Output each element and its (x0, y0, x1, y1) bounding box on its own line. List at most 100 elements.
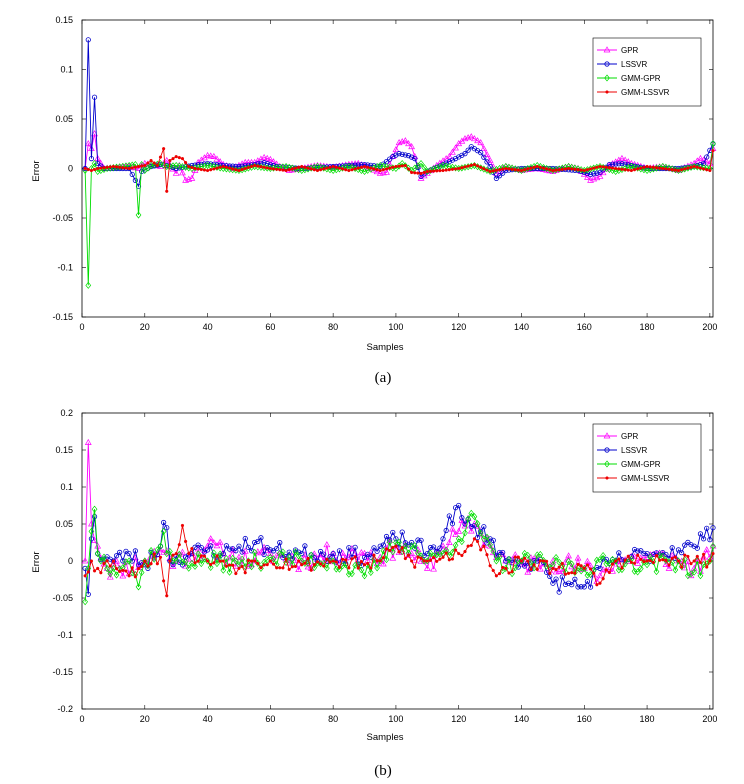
data-point-lssvr (449, 521, 456, 527)
data-point-gmm-lssvr (457, 166, 461, 171)
data-point-gmm-lssvr (205, 168, 210, 173)
y-tick-label: 0.15 (55, 445, 73, 455)
data-point-lssvr (113, 553, 120, 559)
data-point-gmm-lssvr (366, 561, 370, 565)
data-point-lssvr (440, 536, 446, 542)
x-tick-label: 0 (79, 714, 84, 724)
data-point-gpr (489, 163, 497, 170)
data-point-gpr (401, 137, 409, 144)
data-point-gmm-lssvr (271, 562, 276, 566)
data-point-gmm-gpr (540, 556, 547, 564)
data-point-gmm-lssvr (585, 563, 590, 567)
x-tick-label: 140 (514, 714, 529, 724)
data-point-gmm-gpr (600, 552, 606, 560)
data-point-gmm-lssvr (293, 564, 298, 569)
data-point-gmm-lssvr (469, 543, 473, 548)
data-point-gmm-lssvr (692, 164, 696, 169)
data-point-gmm-gpr (110, 564, 117, 572)
data-point-gmm-gpr (609, 166, 616, 175)
data-point-gmm-lssvr (121, 166, 125, 170)
data-point-gmm-gpr (641, 166, 647, 174)
y-tick-label: -0.15 (52, 312, 73, 322)
data-point-gmm-lssvr (340, 557, 345, 561)
data-point-gmm-gpr (556, 558, 563, 566)
data-point-gmm-lssvr (127, 574, 131, 578)
data-point-gpr (298, 557, 306, 564)
data-point-gmm-lssvr (617, 167, 621, 171)
x-axis-label-b: Samples (367, 732, 404, 743)
series-layer-b (81, 438, 717, 606)
data-point-gmm-lssvr (497, 572, 502, 576)
data-point-gmm-lssvr (632, 561, 637, 565)
y-axis-label-b: Error (31, 551, 42, 572)
data-point-gmm-lssvr (592, 166, 596, 170)
data-point-lssvr (528, 566, 534, 572)
data-point-gmm-gpr (292, 548, 299, 556)
data-point-gmm-gpr (402, 542, 409, 550)
data-point-gmm-gpr (465, 515, 471, 523)
data-point-gmm-lssvr (582, 566, 586, 570)
data-point-lssvr (704, 525, 710, 531)
data-point-gmm-lssvr (438, 557, 442, 561)
data-point-gmm-lssvr (114, 566, 119, 571)
data-point-gmm-lssvr (406, 167, 411, 171)
data-point-gmm-lssvr (450, 557, 455, 561)
data-point-gmm-lssvr (620, 167, 624, 171)
data-point-gmm-lssvr (428, 169, 433, 173)
data-point-gmm-lssvr (457, 551, 461, 556)
data-point-gpr (210, 539, 218, 546)
y-tick-label: -0.05 (52, 213, 73, 223)
data-point-lssvr (387, 156, 393, 162)
data-point-gmm-lssvr (705, 565, 709, 569)
data-point-gmm-lssvr (610, 562, 615, 566)
data-point-gmm-lssvr (447, 558, 451, 562)
data-point-gmm-lssvr (318, 168, 323, 172)
data-point-gmm-lssvr (607, 570, 612, 575)
data-point-lssvr (402, 152, 408, 158)
data-point-gmm-lssvr (410, 170, 414, 175)
data-point-gmm-lssvr (588, 567, 593, 571)
data-point-gpr (207, 535, 215, 542)
data-point-gmm-lssvr (118, 165, 122, 169)
data-point-gmm-lssvr (331, 164, 335, 169)
data-point-gpr (624, 158, 632, 165)
data-point-gmm-lssvr (369, 166, 373, 170)
data-point-gpr (304, 563, 312, 570)
data-point-gpr (254, 157, 262, 164)
data-point-gmm-lssvr (174, 551, 178, 556)
data-point-gpr (204, 542, 211, 549)
data-point-lssvr (515, 564, 521, 570)
data-point-gmm-lssvr (86, 570, 90, 574)
data-point-gmm-lssvr (570, 571, 574, 575)
data-point-gmm-lssvr (629, 168, 633, 173)
data-point-gmm-lssvr (105, 559, 109, 563)
data-point-gmm-gpr (575, 564, 581, 572)
data-point-gpr (697, 154, 704, 161)
data-point-gmm-lssvr (243, 166, 247, 171)
data-point-gmm-lssvr (372, 553, 376, 557)
data-point-gmm-gpr (433, 551, 440, 559)
data-point-gpr (163, 156, 171, 163)
data-point-gmm-lssvr (444, 168, 448, 172)
data-point-gmm-lssvr (124, 166, 128, 170)
data-point-gmm-lssvr (340, 167, 345, 171)
data-point-gmm-lssvr (187, 551, 191, 556)
legend-entry-lssvr: LSSVR (597, 446, 647, 455)
data-point-gmm-lssvr (240, 564, 244, 569)
y-tick-label: -0.1 (57, 263, 73, 273)
data-point-gpr (433, 548, 441, 555)
data-point-gmm-lssvr (362, 563, 367, 567)
data-point-lssvr (346, 545, 352, 551)
data-point-gmm-lssvr (268, 166, 272, 171)
data-point-lssvr (415, 537, 421, 543)
data-point-lssvr (129, 558, 135, 564)
data-point-gmm-lssvr (551, 168, 555, 173)
data-point-lssvr (252, 539, 258, 546)
data-point-gmm-lssvr (202, 168, 207, 172)
data-point-gmm-gpr (622, 560, 628, 568)
data-point-gmm-lssvr (381, 556, 385, 560)
data-point-gmm-gpr (160, 527, 167, 535)
data-point-gpr (216, 158, 224, 165)
data-point-gmm-lssvr (488, 169, 492, 174)
data-point-gmm-lssvr (105, 165, 109, 169)
